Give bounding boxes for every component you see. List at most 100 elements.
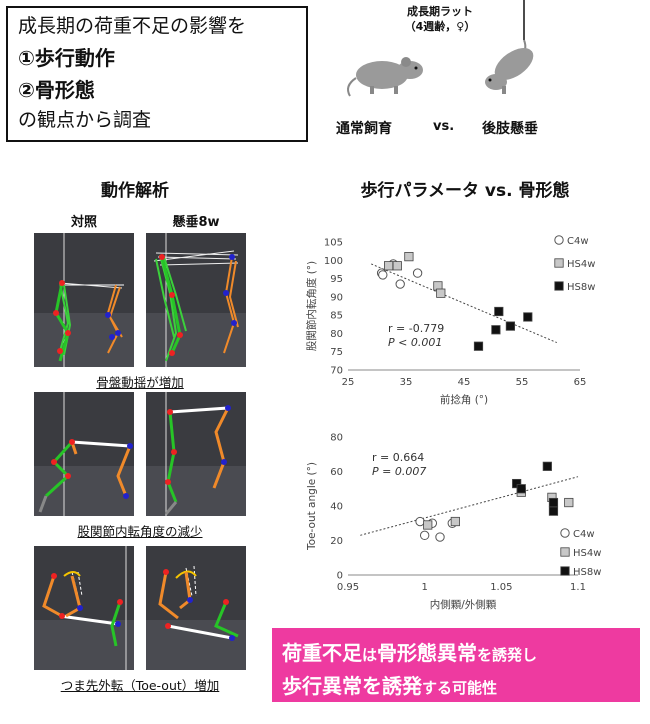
conclusion-particle-1: は bbox=[362, 646, 378, 664]
data-point-c4w bbox=[378, 270, 388, 280]
data-point-hs4w bbox=[564, 497, 574, 508]
summary-box: 成長期の荷重不足の影響を ①歩行動作 ②骨形態 の観点から調査 bbox=[6, 6, 308, 142]
y-tick-label: 75 bbox=[330, 347, 343, 358]
normal-feeding-label: 通常飼育 bbox=[336, 121, 392, 137]
rat-age-sublabel: （4週齢，♀） bbox=[404, 20, 476, 33]
x-tick-label: 25 bbox=[342, 377, 355, 388]
y-tick-label: 0 bbox=[337, 571, 343, 582]
y-axis-label: 股関節内転角度 (°) bbox=[305, 261, 318, 351]
annotation-p: P = 0.007 bbox=[372, 465, 426, 478]
x-axis-label: 前捻角 (°) bbox=[440, 393, 488, 406]
data-point-hs8w bbox=[505, 321, 515, 331]
conclusion-load-deficit: 荷重不足 bbox=[282, 641, 362, 665]
gait-vs-bone-title: 歩行パラメータ vs. 骨形態 bbox=[360, 181, 570, 201]
conclusion-induces: を誘発し bbox=[477, 646, 538, 664]
legend-label-hs8w: HS8w bbox=[567, 282, 595, 293]
y-tick-label: 70 bbox=[330, 366, 343, 377]
y-tick-label: 85 bbox=[330, 311, 343, 322]
y-tick-label: 80 bbox=[330, 329, 343, 340]
y-tick-label: 40 bbox=[330, 502, 343, 513]
chart-hip-adduction-vs-anteversion: 25 35 45 55 65 70 75 80 85 90 95 100 105 前捻角 (°) 股関節内転… bbox=[305, 235, 595, 406]
data-point-hs4w bbox=[423, 520, 433, 530]
x-tick-label: 1 bbox=[421, 582, 427, 593]
caption-hip-adduction: 股関節内転角度の減少 bbox=[77, 524, 203, 539]
conclusion-gait-abnormality: 歩行異常を誘発 bbox=[282, 674, 422, 698]
legend-marker-hs4w bbox=[554, 258, 564, 268]
data-point-hs8w bbox=[491, 325, 501, 335]
conclusion-box: 荷重不足は骨形態異常を誘発し 歩行異常を誘発する可能性 bbox=[272, 628, 640, 702]
annotation-p: P < 0.001 bbox=[388, 336, 442, 349]
data-point-hs4w bbox=[392, 261, 402, 271]
conclusion-line-1: 荷重不足は骨形態異常を誘発し bbox=[282, 637, 537, 666]
data-point-c4w bbox=[412, 268, 423, 278]
conclusion-possibility: する可能性 bbox=[422, 679, 498, 697]
y-tick-label: 90 bbox=[330, 292, 343, 303]
x-tick-label: 1.05 bbox=[490, 582, 512, 593]
legend-marker-hs4w bbox=[560, 547, 570, 557]
legend-marker-hs8w bbox=[560, 566, 570, 576]
data-point-c4w bbox=[415, 516, 425, 527]
stick-figure-suspended-2 bbox=[146, 392, 246, 516]
data-point-hs8w bbox=[473, 341, 484, 351]
x-tick-label: 45 bbox=[458, 377, 471, 388]
rat-age-label: 成長期ラット bbox=[407, 5, 473, 18]
data-point-hs8w bbox=[516, 484, 526, 494]
caption-pelvic-sway: 骨盤動揺が増加 bbox=[96, 375, 184, 390]
y-axis-label: Toe-out angle (°) bbox=[306, 462, 318, 551]
y-tick-label: 95 bbox=[330, 274, 343, 285]
y-tick-label: 20 bbox=[330, 536, 343, 547]
x-tick-label: 55 bbox=[516, 377, 529, 388]
legend-marker-c4w bbox=[560, 528, 570, 538]
annotation-r: r = -0.779 bbox=[388, 322, 444, 335]
conclusion-bone-abnormality: 骨形態異常 bbox=[377, 641, 478, 665]
legend-label-c4w: C4w bbox=[567, 236, 589, 247]
summary-line-3: ②骨形態 bbox=[18, 78, 95, 102]
stick-figure-control-1 bbox=[34, 233, 134, 367]
data-point-hs8w bbox=[548, 506, 559, 516]
data-point-hs4w bbox=[450, 516, 460, 527]
legend-marker-hs8w bbox=[554, 281, 564, 291]
trend-line bbox=[360, 476, 579, 536]
x-tick-label: 1.1 bbox=[570, 582, 586, 593]
chart-toe-out-vs-condyle-ratio: 0.95 1 1.05 1.1 0 20 40 60 80 内側顆/外側顆 Toe-out angl… bbox=[306, 433, 601, 612]
x-tick-label: 35 bbox=[400, 377, 413, 388]
legend-label-c4w: C4w bbox=[573, 529, 595, 540]
vs-label: vs. bbox=[433, 119, 455, 134]
trend-line bbox=[371, 263, 557, 344]
y-tick-label: 100 bbox=[324, 256, 343, 267]
data-point-c4w bbox=[435, 532, 445, 542]
legend-label-hs4w: HS4w bbox=[573, 548, 601, 559]
legend-label-hs8w: HS8w bbox=[573, 567, 601, 578]
suspended-rat-icon bbox=[485, 0, 534, 94]
caption-toe-out: つま先外転（Toe-out）増加 bbox=[60, 678, 220, 693]
suspended-column-label: 懸垂8w bbox=[172, 215, 220, 230]
y-tick-label: 105 bbox=[324, 238, 343, 249]
summary-line-2: ①歩行動作 bbox=[18, 46, 115, 70]
data-point-hs8w bbox=[542, 461, 552, 471]
summary-line-4: の観点から調査 bbox=[18, 109, 152, 131]
x-axis-label: 内側顆/外側顆 bbox=[430, 598, 497, 611]
data-point-hs4w bbox=[436, 288, 446, 298]
summary-line-1: 成長期の荷重不足の影響を bbox=[18, 15, 247, 37]
data-point-hs8w bbox=[548, 497, 559, 508]
stick-figure-suspended-1 bbox=[146, 233, 246, 367]
data-point-hs8w bbox=[523, 312, 533, 322]
legend-label-hs4w: HS4w bbox=[567, 259, 595, 270]
stick-figure-control-2 bbox=[34, 392, 134, 516]
data-point-hs8w bbox=[494, 306, 504, 317]
control-column-label: 対照 bbox=[70, 215, 97, 230]
data-point-c4w bbox=[419, 530, 430, 541]
annotation-r: r = 0.664 bbox=[372, 451, 424, 464]
conclusion-line-2: 歩行異常を誘発する可能性 bbox=[282, 670, 497, 699]
stick-figure-suspended-3 bbox=[146, 546, 246, 670]
stick-figure-control-3 bbox=[34, 546, 134, 670]
data-point-c4w bbox=[395, 279, 405, 289]
y-tick-label: 60 bbox=[330, 467, 343, 478]
legend-marker-c4w bbox=[554, 235, 564, 245]
motion-analysis-title: 動作解析 bbox=[101, 181, 169, 201]
data-point-hs4w bbox=[404, 252, 414, 262]
data-point-hs4w bbox=[384, 261, 394, 271]
y-tick-label: 80 bbox=[330, 433, 343, 444]
normal-rat-icon bbox=[347, 57, 423, 97]
rat-group-label: 成長期ラット （4週齢，♀） bbox=[380, 4, 500, 34]
